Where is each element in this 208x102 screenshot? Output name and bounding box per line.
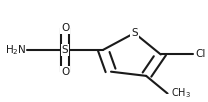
Text: Cl: Cl (195, 49, 205, 59)
Text: O: O (61, 67, 69, 77)
Text: CH$_3$: CH$_3$ (171, 87, 192, 100)
Text: H$_2$N: H$_2$N (5, 43, 26, 57)
Text: S: S (62, 45, 68, 55)
Text: O: O (61, 23, 69, 33)
Text: S: S (131, 28, 138, 38)
